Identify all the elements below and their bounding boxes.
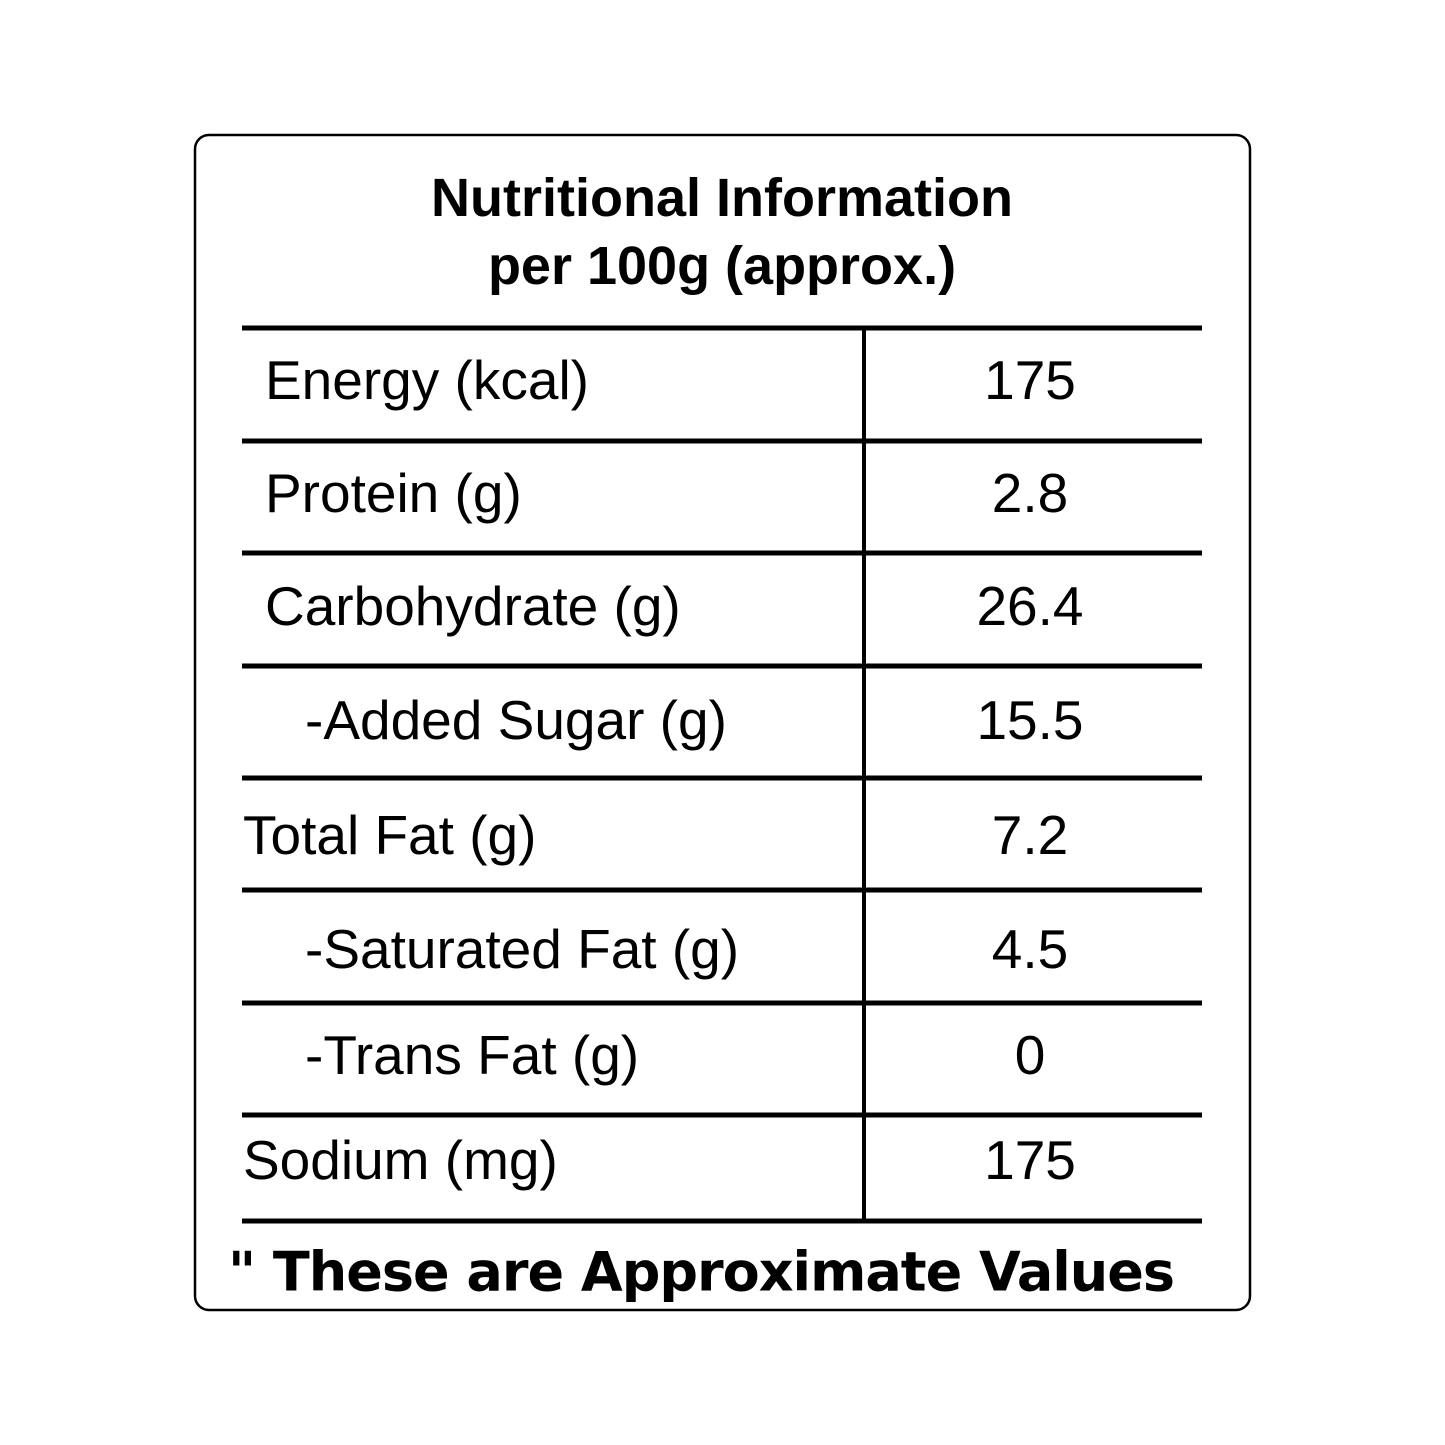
- nutrient-name: Carbohydrate (g): [265, 575, 681, 637]
- nutrient-value: 175: [984, 1129, 1076, 1191]
- nutrient-name: Sodium (mg): [243, 1129, 558, 1191]
- nutrient-name: Total Fat (g): [243, 804, 536, 866]
- nutrient-name: -Saturated Fat (g): [305, 918, 739, 980]
- title-line: per 100g (approx.): [488, 236, 956, 296]
- nutrient-name: -Added Sugar (g): [305, 689, 727, 751]
- nutrient-name: Energy (kcal): [265, 349, 589, 411]
- footnote: " These are Approximate Values: [228, 1241, 1174, 1304]
- label-border: [193, 133, 1252, 1312]
- nutrient-value: 15.5: [976, 689, 1083, 751]
- nutrition-table: Energy (kcal) 175 Protein (g) 2.8 Carbohydra…: [242, 325, 1202, 1224]
- nutrient-value: 175: [984, 349, 1076, 411]
- title-line: Nutritional Information: [431, 168, 1013, 228]
- nutrient-value: 26.4: [976, 575, 1083, 637]
- nutrient-value: 2.8: [992, 462, 1068, 524]
- nutrient-value: 0: [1015, 1024, 1046, 1086]
- nutrient-name: -Trans Fat (g): [305, 1024, 639, 1086]
- nutrient-value: 4.5: [992, 918, 1068, 980]
- nutrient-name: Protein (g): [265, 462, 522, 524]
- nutrient-value: 7.2: [992, 804, 1068, 866]
